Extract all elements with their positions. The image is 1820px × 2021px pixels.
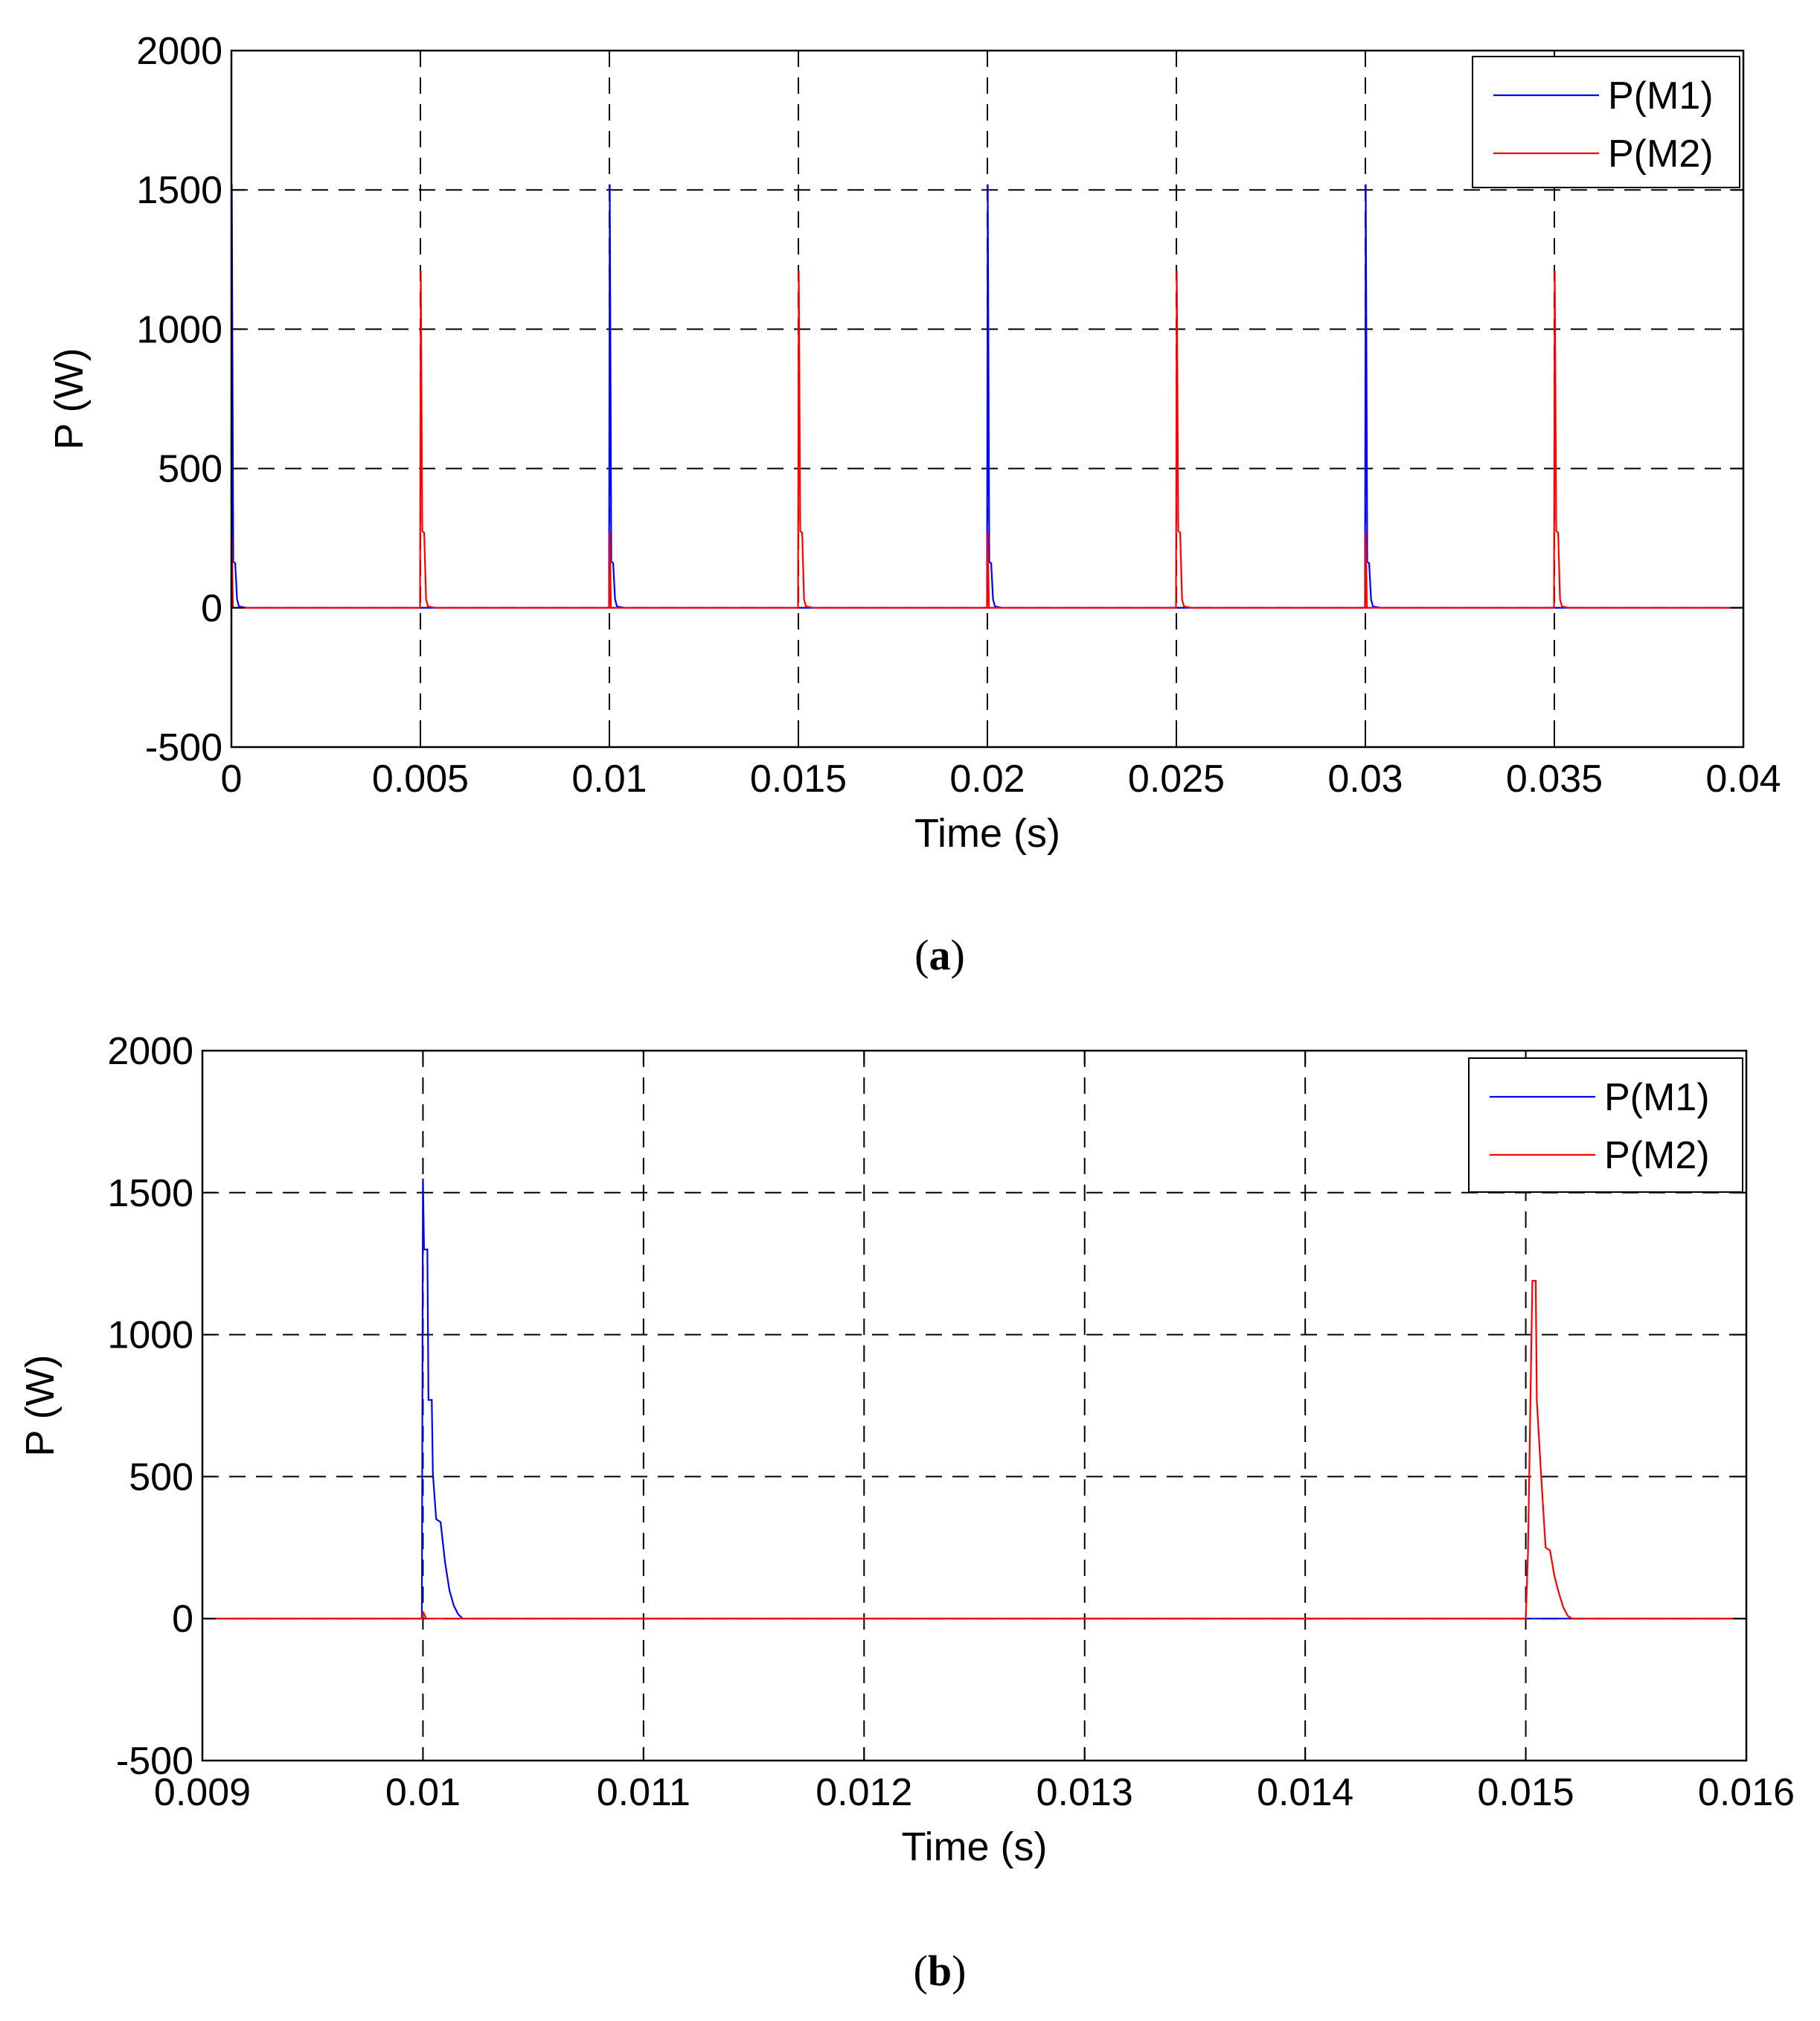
x-axis-title: Time (s) — [914, 811, 1060, 856]
series-line-2 — [202, 1280, 1746, 1620]
x-tick-label: 0.013 — [1036, 1771, 1133, 1814]
x-tick-label: 0.009 — [154, 1771, 251, 1814]
y-tick-label: 500 — [129, 1455, 193, 1499]
x-tick-label: 0.02 — [949, 758, 1025, 801]
y-axis-title: P (W) — [47, 348, 92, 450]
panel-caption: (a) — [914, 931, 965, 979]
legend-label-1: P(M1) — [1608, 74, 1714, 118]
y-tick-label: 1000 — [136, 308, 222, 351]
x-tick-label: 0.035 — [1506, 758, 1603, 801]
x-tick-label: 0.016 — [1698, 1771, 1795, 1814]
caption-letter: a — [929, 931, 951, 979]
x-tick-label: 0 — [221, 758, 243, 801]
x-tick-label: 0.011 — [597, 1771, 690, 1814]
x-axis-title: Time (s) — [902, 1825, 1048, 1869]
legend-box — [1468, 1057, 1743, 1193]
x-tick-label: 0.025 — [1128, 758, 1225, 801]
legend: P(M1) P(M2) — [1472, 56, 1740, 188]
series-line-1 — [202, 1178, 1746, 1620]
caption-close-paren: ) — [951, 931, 965, 979]
x-tick-label: 0.012 — [816, 1771, 912, 1814]
y-tick-label: 1500 — [136, 169, 222, 212]
legend-label-2: P(M2) — [1604, 1134, 1710, 1177]
y-tick-label: 1000 — [107, 1314, 193, 1357]
series-group — [202, 1178, 1746, 1620]
chart-panel-b: 0.009 0.01 0.011 0.012 0.013 0.014 0.015 0.016 -… — [18, 1030, 1795, 1995]
y-tick-label: 0 — [201, 587, 222, 630]
x-tick-label: 0.015 — [1478, 1771, 1574, 1814]
caption-letter: b — [928, 1947, 952, 1995]
y-tick-label: -500 — [145, 726, 222, 769]
y-axis-title: P (W) — [18, 1355, 63, 1457]
x-tick-label: 0.005 — [372, 758, 469, 801]
y-tick-label: 500 — [158, 448, 222, 491]
y-tick-label: -500 — [116, 1740, 193, 1783]
caption-open-paren: ( — [914, 931, 929, 979]
y-tick-label: 2000 — [107, 1030, 193, 1073]
x-tick-label: 0.015 — [750, 758, 847, 801]
ticks: 0.009 0.01 0.011 0.012 0.013 0.014 0.015 0.016 -… — [107, 1030, 1795, 1814]
y-tick-label: 0 — [172, 1598, 193, 1641]
caption-open-paren: ( — [914, 1947, 928, 1995]
series-group — [230, 184, 1743, 609]
panel-caption: (b) — [914, 1947, 967, 1995]
series-line-2 — [230, 270, 1743, 609]
x-tick-label: 0.04 — [1705, 758, 1781, 801]
y-tick-label: 2000 — [136, 30, 222, 73]
legend: P(M1) P(M2) — [1468, 1057, 1743, 1193]
caption-close-paren: ) — [952, 1947, 966, 1995]
legend-label-2: P(M2) — [1608, 132, 1714, 176]
x-tick-label: 0.01 — [571, 758, 647, 801]
y-tick-label: 1500 — [107, 1172, 193, 1215]
ticks: 0 0.005 0.01 0.015 0.02 0.025 0.03 0.035 0.04 -50… — [136, 30, 1781, 801]
x-tick-label: 0.03 — [1327, 758, 1403, 801]
chart-panel-a: 0 0.005 0.01 0.015 0.02 0.025 0.03 0.035 0.04 -50… — [47, 30, 1781, 979]
legend-label-1: P(M1) — [1604, 1076, 1710, 1119]
axes-frame — [201, 1049, 1748, 1762]
legend-box — [1472, 56, 1740, 188]
x-tick-label: 0.01 — [385, 1771, 461, 1814]
x-tick-label: 0.014 — [1257, 1771, 1353, 1814]
